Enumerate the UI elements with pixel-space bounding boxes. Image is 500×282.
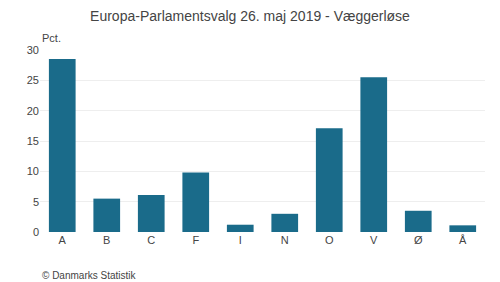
svg-text:30: 30 <box>27 44 39 56</box>
svg-text:15: 15 <box>27 135 39 147</box>
svg-text:© Danmarks Statistik: © Danmarks Statistik <box>42 270 137 281</box>
svg-text:10: 10 <box>27 165 39 177</box>
svg-text:5: 5 <box>33 196 39 208</box>
svg-text:V: V <box>370 234 378 246</box>
svg-text:Pct.: Pct. <box>42 32 61 44</box>
svg-text:25: 25 <box>27 74 39 86</box>
svg-text:O: O <box>325 234 334 246</box>
svg-text:Europa-Parlamentsvalg 26. maj: Europa-Parlamentsvalg 26. maj 2019 - Væg… <box>90 8 410 24</box>
svg-text:N: N <box>281 234 289 246</box>
svg-text:20: 20 <box>27 105 39 117</box>
svg-text:Ø: Ø <box>414 234 423 246</box>
svg-text:A: A <box>59 234 67 246</box>
svg-text:I: I <box>239 234 242 246</box>
svg-text:0: 0 <box>33 226 39 238</box>
svg-text:F: F <box>192 234 199 246</box>
svg-text:C: C <box>147 234 155 246</box>
svg-text:B: B <box>103 234 110 246</box>
svg-text:Å: Å <box>459 234 467 246</box>
